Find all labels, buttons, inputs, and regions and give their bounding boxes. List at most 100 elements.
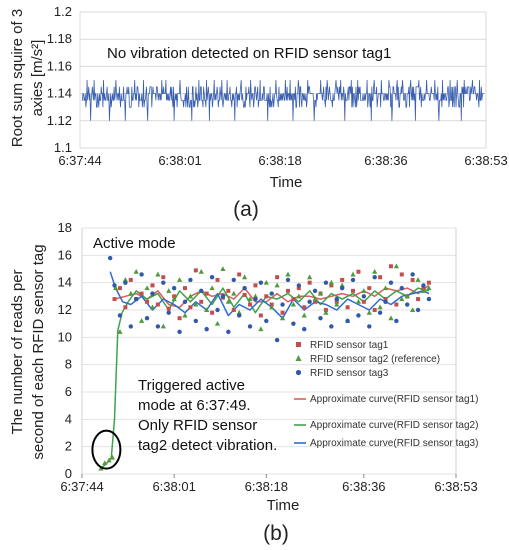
chart-b-point-tag3: [285, 277, 291, 283]
chart-b-point-tag1: [155, 302, 160, 307]
chart-b-point-tag2: [155, 271, 161, 277]
chart-b-point-tag1: [275, 275, 280, 280]
chart-b-legend-label: Approximate curve(RFID sensor tag3): [310, 438, 478, 449]
chart-b-ytick-label: 14: [58, 275, 72, 290]
chart-b-point-tag3: [161, 280, 166, 285]
chart-b-point-tag3: [415, 307, 421, 313]
chart-b-point-tag2: [117, 329, 123, 334]
chart-b-point-tag2: [372, 268, 378, 274]
chart-b-xtick-label: 6:38:01: [152, 479, 195, 494]
chart-b-point-tag2: [410, 307, 416, 312]
chart-b-point-tag3: [231, 277, 236, 283]
chart-a-annotation: No vibration detected on RFID sensor tag…: [107, 45, 391, 62]
chart-b-xlabel: Time: [267, 497, 300, 514]
chart-b-point-tag2: [350, 271, 356, 277]
chart-a-ylabel-line2: axies [m/s²]: [29, 40, 46, 117]
chart-a-ytick-label: 1.16: [47, 58, 72, 73]
chart-b-xtick-label: 6:37:44: [60, 479, 103, 494]
chart-b-point-tag2: [214, 320, 221, 326]
chart-b-legend-label: RFID sensor tag3: [310, 368, 389, 379]
chart-b-point-tag3: [166, 310, 171, 315]
chart-b-point-tag2: [106, 457, 112, 463]
chart-b-point-tag3: [307, 299, 312, 304]
chart-b-point-tag3: [410, 272, 415, 277]
chart-b-xtick-label: 6:38:53: [434, 479, 477, 494]
chart-b-point-tag3: [155, 324, 161, 329]
chart-b-point-tag1: [416, 297, 421, 302]
chart-b-point-tag1: [280, 310, 285, 315]
chart-b-point-tag3: [226, 329, 231, 335]
chart-b-point-tag1: [372, 308, 377, 312]
chart-b-ytick-label: 12: [58, 302, 72, 317]
chart-b-point-tag3: [329, 324, 334, 329]
chart-b-point-tag3: [274, 337, 280, 343]
chart-b-point-tag2: [426, 285, 432, 291]
chart-b-point-tag1: [182, 286, 187, 291]
chart-b-point-tag1: [394, 302, 399, 307]
chart-b-point-tag2: [399, 296, 405, 302]
chart-b-point-tag3: [269, 291, 274, 296]
chart-b-annotation-line: Only RFID sensor: [138, 417, 257, 434]
chart-b-point-tag1: [237, 272, 242, 277]
chart-b-point-tag1: [296, 286, 301, 291]
chart-b-panel-label: (b): [263, 522, 289, 545]
chart-b-point-tag1: [215, 277, 220, 282]
chart-b-point-tag1: [307, 280, 312, 285]
chart-b-ytick-label: 10: [58, 329, 72, 344]
chart-b-ylabel-line2: second of each RFID sensor tag: [30, 244, 47, 459]
chart-b-point-tag3: [356, 313, 361, 318]
chart-b-legend-label: RFID sensor tag1: [310, 340, 389, 351]
chart-b: The number of reads per second of each R…: [9, 220, 478, 545]
chart-b-point-tag3: [150, 291, 155, 296]
chart-b-point-tag2: [122, 277, 128, 282]
chart-b-point-tag2: [220, 266, 226, 271]
chart-b-point-tag3: [394, 318, 399, 324]
chart-b-point-tag2: [209, 285, 215, 291]
chart-b-point-tag3: [345, 318, 350, 324]
chart-b-point-tag3: [258, 280, 264, 285]
chart-b-point-tag2: [404, 293, 410, 299]
chart-a-series-line: [81, 79, 485, 121]
chart-b-point-tag1: [177, 316, 182, 321]
chart-b-ytick-label: 4: [65, 411, 72, 426]
chart-b-point-tag1: [123, 305, 128, 310]
chart-b-point-tag3: [339, 285, 345, 291]
chart-b-point-tag1: [329, 283, 334, 288]
chart-b-point-tag3: [220, 294, 226, 299]
chart-b-point-tag1: [253, 283, 258, 288]
chart-b-point-tag2: [388, 315, 394, 321]
chart-b-point-tag2: [176, 277, 183, 282]
chart-b-point-tag3: [199, 288, 204, 294]
chart-b-point-tag1: [291, 297, 296, 302]
chart-a-ytick-label: 1.14: [47, 86, 72, 101]
chart-b-point-tag3: [350, 277, 356, 283]
chart-b-point-tag3: [372, 275, 377, 280]
chart-b-point-tag2: [247, 296, 253, 302]
chart-b-point-tag2: [328, 279, 334, 285]
chart-b-point-tag3: [242, 285, 247, 291]
chart-b-point-tag3: [334, 296, 339, 302]
chart-b-point-tag2: [290, 301, 296, 307]
chart-a-xtick-label: 6:38:36: [364, 153, 407, 168]
chart-b-point-tag2: [382, 285, 389, 291]
chart-b-point-tag1: [313, 299, 318, 304]
chart-b-point-tag2: [182, 312, 188, 318]
chart-a-ylabel-line1: Root sum squire of 3: [9, 9, 26, 147]
chart-b-legend-swatch: [295, 369, 302, 376]
chart-b-point-tag3: [264, 318, 269, 324]
chart-b-point-tag1: [139, 291, 144, 296]
chart-b-xtick-label: 6:38:36: [342, 479, 385, 494]
chart-b-point-tag3: [171, 285, 177, 291]
chart-a-xlabel: Time: [270, 174, 303, 191]
chart-b-xtick-label: 6:38:18: [245, 479, 288, 494]
chart-b-point-tag2: [113, 285, 119, 291]
chart-b-point-tag2: [102, 460, 108, 466]
chart-b-point-tag3: [117, 313, 123, 318]
chart-b-point-tag3: [188, 277, 193, 283]
chart-b-legend-label: Approximate curve(RFID sensor tag2): [310, 420, 478, 431]
chart-b-point-tag3: [280, 302, 285, 307]
chart-b-point-tag2: [263, 279, 269, 285]
chart-b-point-tag2: [187, 293, 194, 299]
chart-b-point-tag3: [107, 255, 113, 261]
